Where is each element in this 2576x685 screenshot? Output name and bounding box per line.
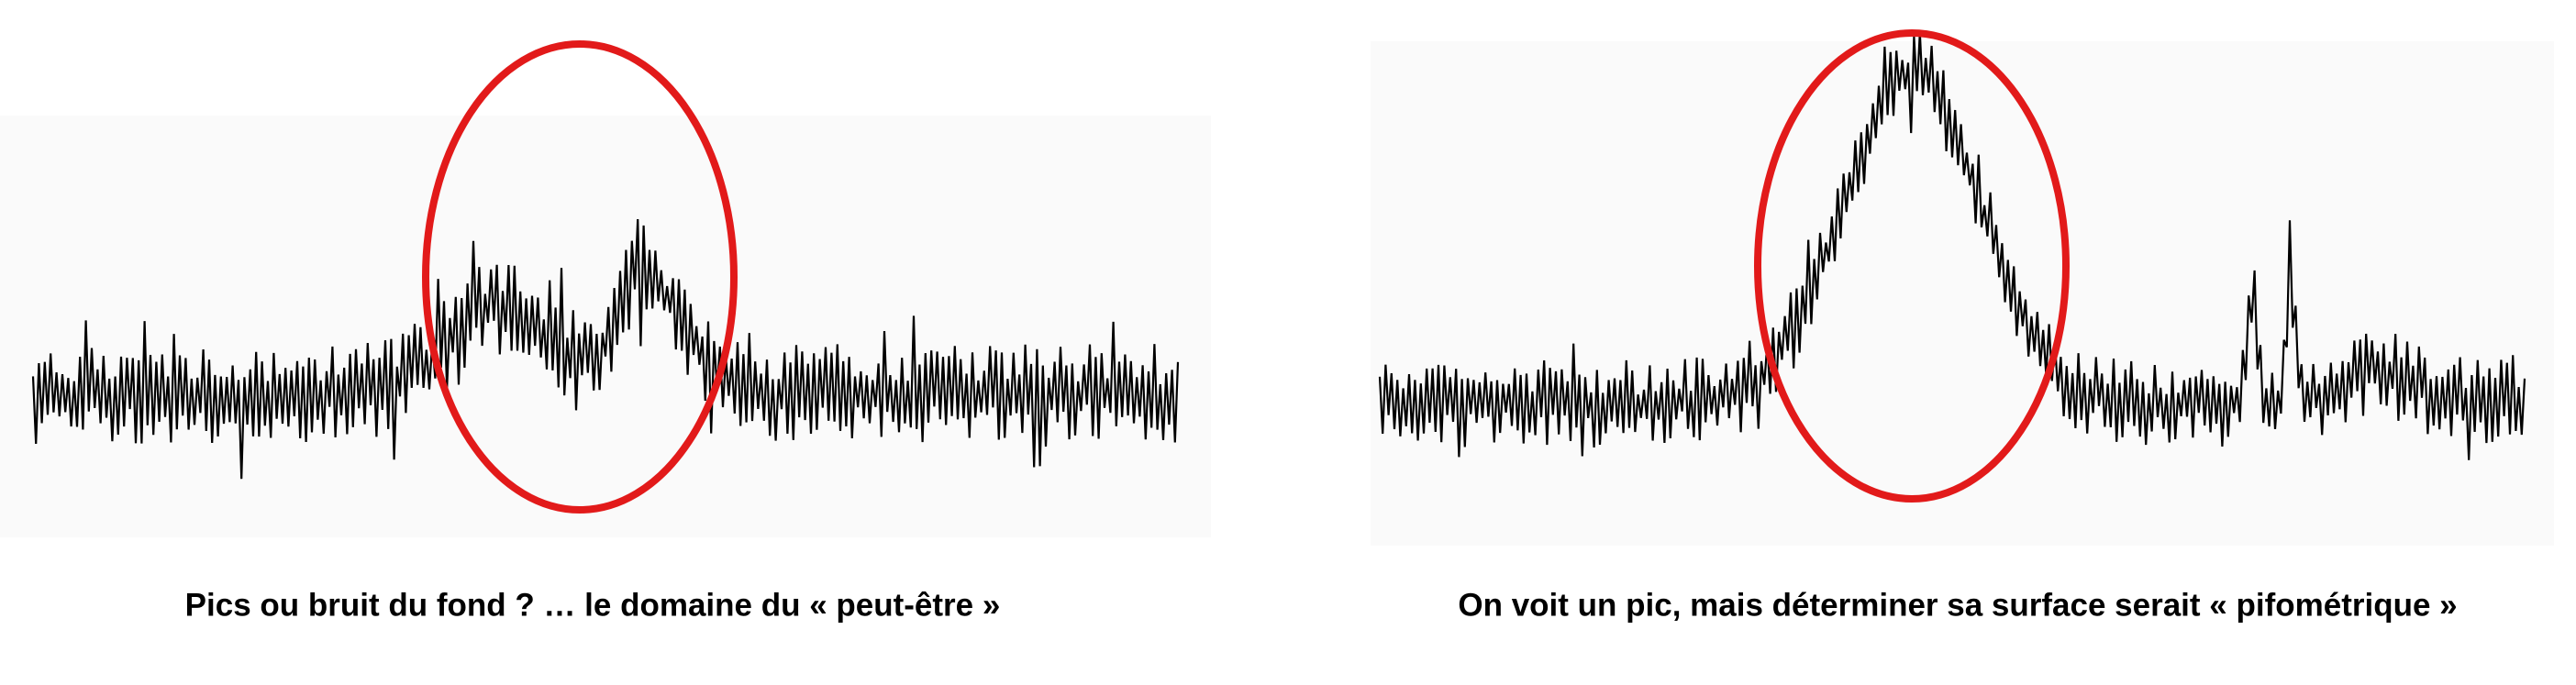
panel-background	[0, 116, 1211, 537]
highlight-ellipse	[1754, 29, 2070, 503]
highlight-ellipse	[422, 40, 738, 514]
signal-trace	[31, 218, 1180, 480]
panel-background	[1371, 41, 2554, 546]
caption: On voit un pic, mais déterminer sa surfa…	[1458, 587, 2457, 623]
caption: Pics ou bruit du fond ? … le domaine du …	[185, 587, 1001, 623]
signal-trace	[1378, 32, 2526, 460]
